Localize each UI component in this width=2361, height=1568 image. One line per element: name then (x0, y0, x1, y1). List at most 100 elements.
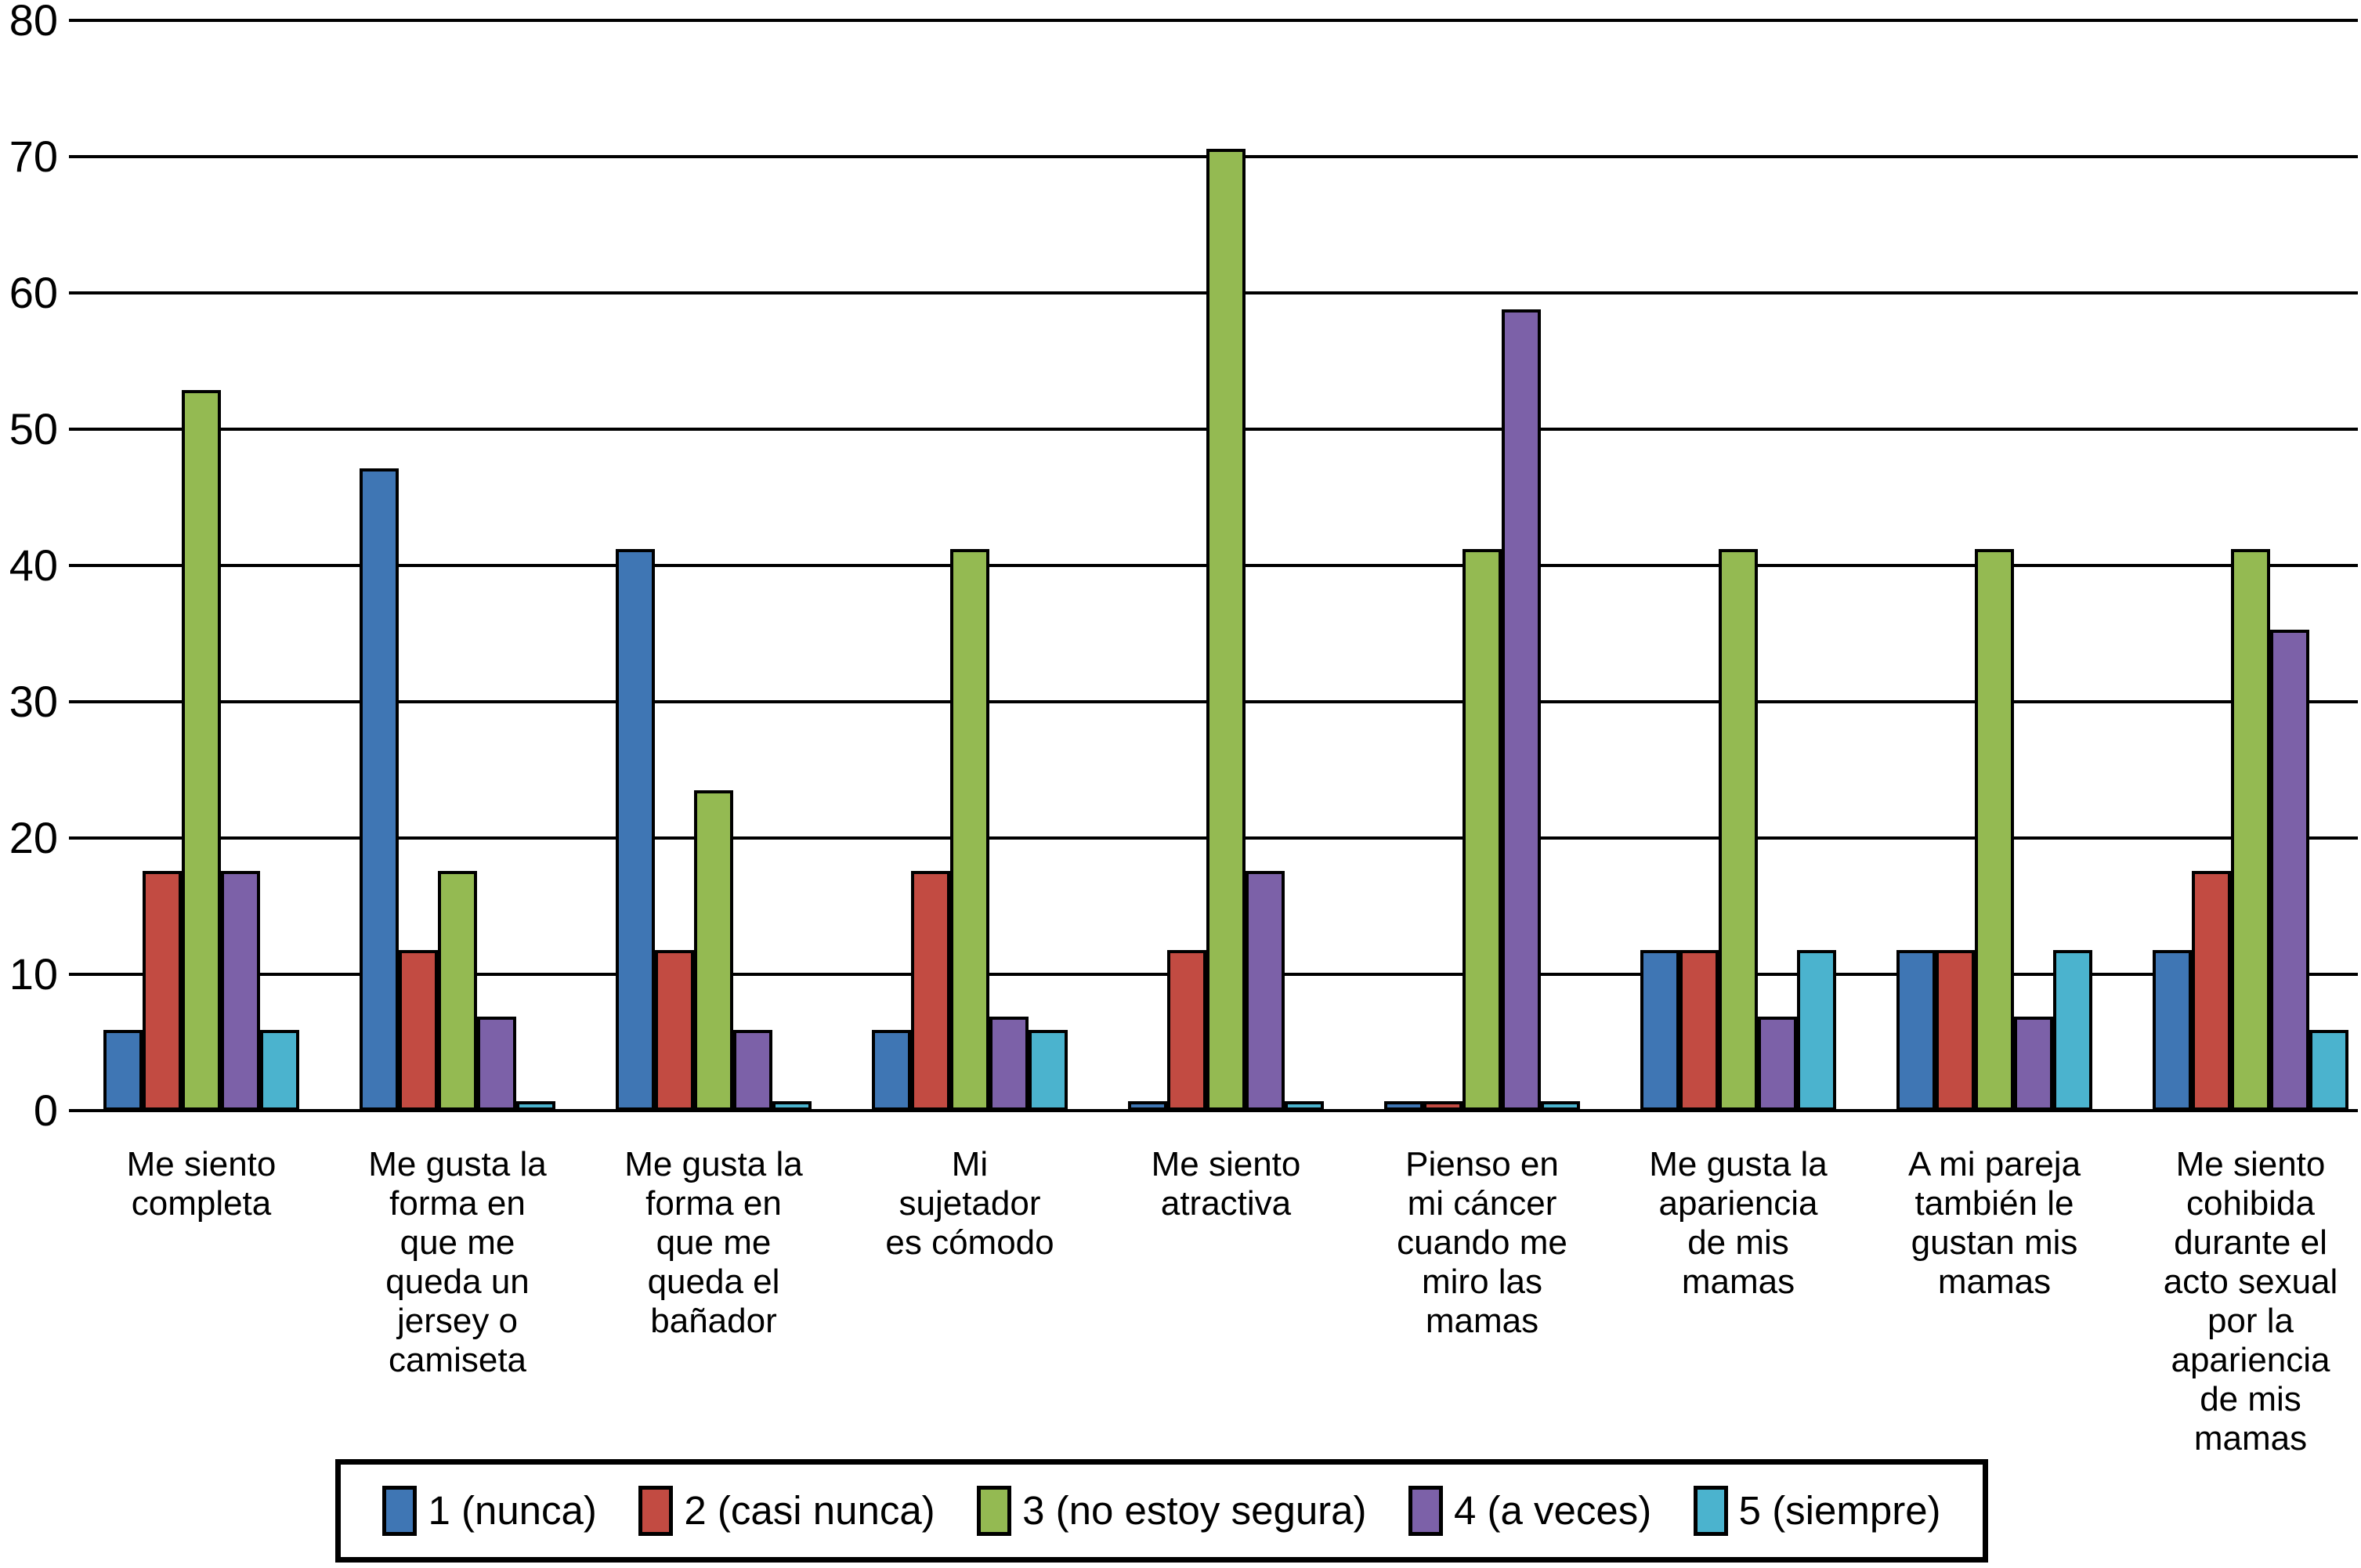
x-category-label-line: mamas (1937, 1263, 2052, 1301)
bar-1-cat4 (872, 1030, 911, 1111)
legend-label: 1 (nunca) (428, 1488, 597, 1533)
y-tick-label-30: 30 (9, 677, 58, 726)
bar-4-cat6 (1502, 309, 1541, 1111)
bar-4-cat4 (989, 1016, 1029, 1111)
bar-4-cat3 (733, 1030, 772, 1111)
x-category-label-line: Me gusta la (368, 1145, 547, 1183)
x-category-label-line: cuando me (1397, 1223, 1567, 1262)
bar-5-cat5 (1285, 1100, 1324, 1111)
bar-3-cat5 (1206, 148, 1246, 1111)
bar-5-cat9 (2309, 1030, 2348, 1111)
bar-1-cat1 (103, 1030, 143, 1111)
bar-3-cat1 (182, 389, 221, 1111)
legend-entry-1: 1 (nunca) (382, 1486, 597, 1536)
x-category-label-line: completa (131, 1184, 272, 1223)
bar-3-cat2 (438, 870, 477, 1111)
x-category-label-line: Pienso en (1405, 1145, 1559, 1183)
legend-swatch-icon (977, 1486, 1012, 1536)
legend-label: 5 (siempre) (1738, 1488, 1941, 1533)
bar-1-cat6 (1384, 1100, 1423, 1111)
x-category-label-line: que me (400, 1223, 515, 1262)
x-category-label-line: mi cáncer (1407, 1184, 1557, 1223)
x-category-label-line: es cómodo (885, 1223, 1054, 1262)
legend-label: 2 (casi nunca) (684, 1488, 935, 1533)
x-category-label-line: camiseta (388, 1341, 527, 1379)
bar-2-cat3 (655, 949, 694, 1111)
bar-1-cat8 (1896, 949, 1936, 1111)
x-category-label-line: forma en (645, 1184, 782, 1223)
x-category-label-line: mamas (1425, 1302, 1539, 1340)
bar-1-cat2 (360, 468, 399, 1111)
bar-3-cat7 (1719, 549, 1758, 1111)
x-category-label-7: Me gusta la apariencia de mis mamas (1605, 1145, 1871, 1302)
bar-1-cat5 (1128, 1100, 1167, 1111)
legend: 1 (nunca) 2 (casi nunca) 3 (no estoy segur… (335, 1459, 1988, 1563)
x-category-label-line: Me gusta la (1649, 1145, 1828, 1183)
x-category-label-line: durante el (2174, 1223, 2327, 1262)
x-category-label-9: Me siento cohibida durante el acto sexual po… (2117, 1145, 2361, 1458)
bar-group-3 (616, 20, 812, 1111)
bar-5-cat6 (1541, 1100, 1580, 1111)
y-tick-label-70: 70 (9, 132, 58, 181)
bar-4-cat8 (2014, 1016, 2053, 1111)
bar-5-cat3 (772, 1100, 812, 1111)
bar-5-cat7 (1797, 949, 1836, 1111)
y-tick-label-40: 40 (9, 540, 58, 590)
bar-5-cat2 (516, 1100, 555, 1111)
x-category-label-8: A mi pareja también le gustan mis mamas (1861, 1145, 2128, 1302)
x-category-label-line: Me gusta la (624, 1145, 803, 1183)
y-tick-label-20: 20 (9, 813, 58, 862)
y-tick-label-50: 50 (9, 404, 58, 453)
legend-swatch-icon (382, 1486, 418, 1536)
bar-group-2 (360, 20, 555, 1111)
bar-1-cat7 (1640, 949, 1679, 1111)
bar-3-cat4 (950, 549, 989, 1111)
gridline-0 (69, 1109, 2358, 1112)
plot-area: 0 10 20 30 40 50 60 70 80 (9, 0, 2358, 1133)
x-category-label-line: de mis (1687, 1223, 1789, 1262)
legend-label: 4 (a veces) (1453, 1488, 1652, 1533)
x-category-label-line: cohibida (2186, 1184, 2315, 1223)
y-tick-label-80: 80 (9, 0, 58, 45)
bar-2-cat1 (143, 870, 182, 1111)
bar-group-8 (1896, 20, 2092, 1111)
x-category-label-line: que me (656, 1223, 772, 1262)
y-tick-label-0: 0 (33, 1086, 58, 1135)
x-category-label-4: Mi sujetador es cómodo (837, 1145, 1103, 1263)
x-category-label-line: gustan mis (1911, 1223, 2078, 1262)
x-category-label-1: Me siento completa (68, 1145, 334, 1223)
x-category-label-line: mamas (1681, 1263, 1795, 1301)
x-category-label-5: Me siento atractiva (1093, 1145, 1359, 1223)
x-category-label-line: bañador (650, 1302, 777, 1340)
x-category-label-line: queda el (647, 1263, 780, 1301)
y-tick-label-60: 60 (9, 268, 58, 317)
bar-5-cat4 (1029, 1030, 1068, 1111)
x-category-label-line: de mis (2200, 1380, 2301, 1418)
x-category-label-line: queda un (385, 1263, 530, 1301)
x-category-label-line: apariencia (1658, 1184, 1818, 1223)
bar-4-cat1 (221, 870, 260, 1111)
x-category-label-3: Me gusta la forma en que me queda el bañador (580, 1145, 847, 1341)
bar-5-cat8 (2053, 949, 2092, 1111)
x-category-label-2: Me gusta la forma en que me queda un jersey … (324, 1145, 591, 1380)
x-category-label-line: Mi (951, 1145, 989, 1183)
bar-2-cat2 (399, 949, 438, 1111)
legend-swatch-icon (1693, 1486, 1728, 1536)
bar-2-cat7 (1679, 949, 1719, 1111)
x-category-label-line: Me siento (126, 1145, 277, 1183)
bar-group-9 (2153, 20, 2348, 1111)
bar-2-cat6 (1423, 1100, 1463, 1111)
bar-4-cat7 (1758, 1016, 1797, 1111)
x-category-label-6: Pienso en mi cáncer cuando me miro las mamas (1349, 1145, 1615, 1341)
x-category-label-line: Me siento (1151, 1145, 1301, 1183)
x-category-label-line: jersey o (396, 1302, 519, 1340)
x-category-label-line: A mi pareja (1907, 1145, 2081, 1183)
legend-swatch-icon (1408, 1486, 1443, 1536)
bar-1-cat3 (616, 549, 655, 1111)
bar-5-cat1 (260, 1030, 299, 1111)
bar-4-cat5 (1246, 870, 1285, 1111)
legend-label: 3 (no estoy segura) (1022, 1488, 1367, 1533)
bar-1-cat9 (2153, 949, 2192, 1111)
bar-group-1 (103, 20, 299, 1111)
